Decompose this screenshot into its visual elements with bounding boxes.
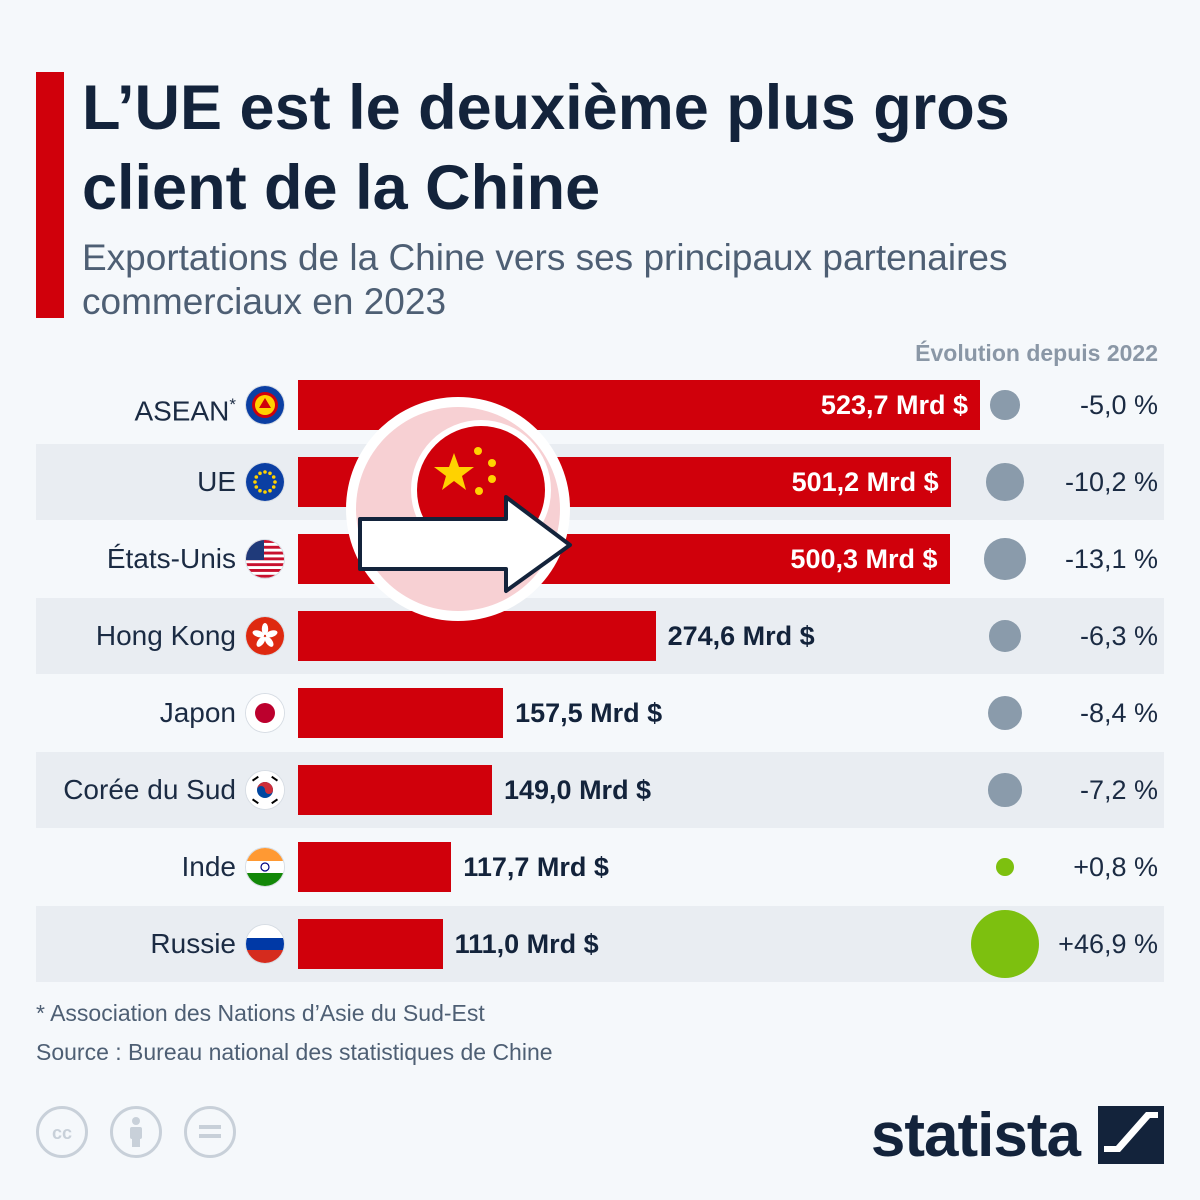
change-dot (984, 538, 1026, 580)
category-label-text: États-Unis (106, 543, 236, 574)
change-label: -8,4 % (1079, 698, 1158, 728)
change-dot (987, 695, 1023, 731)
attribution-icon[interactable] (110, 1106, 162, 1158)
footnote: * Association des Nations d’Asie du Sud-… (36, 1000, 485, 1026)
change-dot (996, 858, 1014, 876)
no-derivatives-icon[interactable] (184, 1106, 236, 1158)
change-label: +0,8 % (1073, 852, 1158, 882)
bar (298, 688, 504, 738)
category-label-text: Inde (181, 851, 237, 882)
eu-flag-icon (246, 463, 284, 501)
evolution-column-header: Évolution depuis 2022 (915, 340, 1158, 366)
category-label: Inde (182, 829, 237, 905)
bar-row: Japon 157,5 Mrd $ -8,4 % (36, 675, 1164, 751)
bar-value-label: 523,7 Mrd $ (820, 390, 968, 420)
statista-logo[interactable]: statista (864, 1098, 1164, 1170)
category-label-text: Japon (159, 697, 236, 728)
bar-value-label: 274,6 Mrd $ (667, 621, 815, 651)
footnote-mark: * (229, 395, 236, 414)
category-label: États-Unis (107, 521, 236, 597)
japan-flag-icon (246, 694, 284, 732)
change-dot (988, 773, 1022, 807)
bar-value-label: 111,0 Mrd $ (454, 929, 599, 959)
category-label: ASEAN* (134, 367, 236, 443)
category-label-text: Corée du Sud (63, 774, 236, 805)
category-label-text: Hong Kong (95, 620, 236, 651)
bar-value-label: 500,3 Mrd $ (790, 544, 938, 574)
chart-title: L’UE est le deuxième plus gros client de… (82, 73, 1010, 223)
category-label: UE (197, 444, 236, 520)
change-label: -7,2 % (1079, 775, 1158, 805)
russia-flag-icon (246, 925, 284, 963)
statista-mark-icon (1098, 1106, 1164, 1164)
bar-value-label: 117,7 Mrd $ (463, 852, 609, 882)
bar-value-label: 157,5 Mrd $ (515, 698, 663, 728)
category-label-text: UE (197, 466, 236, 497)
svg-text:cc: cc (52, 1123, 72, 1143)
bar-row: ASEAN* 523,7 Mrd $ -5,0 % (36, 367, 1164, 443)
bar-row: Inde 117,7 Mrd $ +0,8 % (36, 829, 1164, 905)
china-export-arrow-illustration (346, 397, 572, 621)
change-label: -6,3 % (1079, 621, 1158, 651)
bar-value-label: 149,0 Mrd $ (504, 775, 652, 805)
south-korea-flag-icon (246, 771, 284, 809)
bar-row: Russie 111,0 Mrd $ +46,9 % (36, 906, 1164, 982)
category-label-text: ASEAN (134, 395, 230, 427)
usa-flag-icon (246, 540, 284, 578)
chart-subtitle: Exportations de la Chine vers ses princi… (82, 237, 1008, 322)
hong-kong-flag-icon (246, 617, 284, 655)
category-label: Hong Kong (96, 598, 236, 674)
category-label-text: Russie (150, 928, 236, 959)
cc-icon[interactable]: cc (36, 1106, 88, 1158)
change-dot (990, 390, 1020, 420)
change-label: +46,9 % (1058, 929, 1158, 959)
bar (298, 765, 492, 815)
bar-row: États-Unis 500,3 Mrd $ -13,1 % (36, 521, 1164, 597)
change-dot (971, 910, 1039, 978)
bar-row: Hong Kong 274,6 Mrd $ -6,3 % (36, 598, 1164, 674)
bar (298, 842, 452, 892)
change-label: -10,2 % (1064, 467, 1158, 497)
bar-row: Corée du Sud 149,0 Mrd $ -7,2 % (36, 752, 1164, 828)
change-label: -5,0 % (1079, 390, 1158, 420)
change-dot (986, 463, 1024, 501)
source-note: Source : Bureau national des statistique… (36, 1039, 553, 1065)
asean-flag-icon (246, 386, 284, 424)
bar (298, 919, 443, 969)
india-flag-icon (246, 848, 284, 886)
change-dot (989, 620, 1021, 652)
title-accent-bar (36, 72, 64, 318)
bar-value-label: 501,2 Mrd $ (791, 467, 939, 497)
category-label: Corée du Sud (63, 752, 236, 828)
category-label: Japon (160, 675, 236, 751)
category-label: Russie (150, 906, 236, 982)
brand-name: statista (870, 1101, 1081, 1170)
bar-row: UE 501,2 Mrd $ -10,2 % (36, 444, 1164, 520)
change-label: -13,1 % (1064, 544, 1158, 574)
